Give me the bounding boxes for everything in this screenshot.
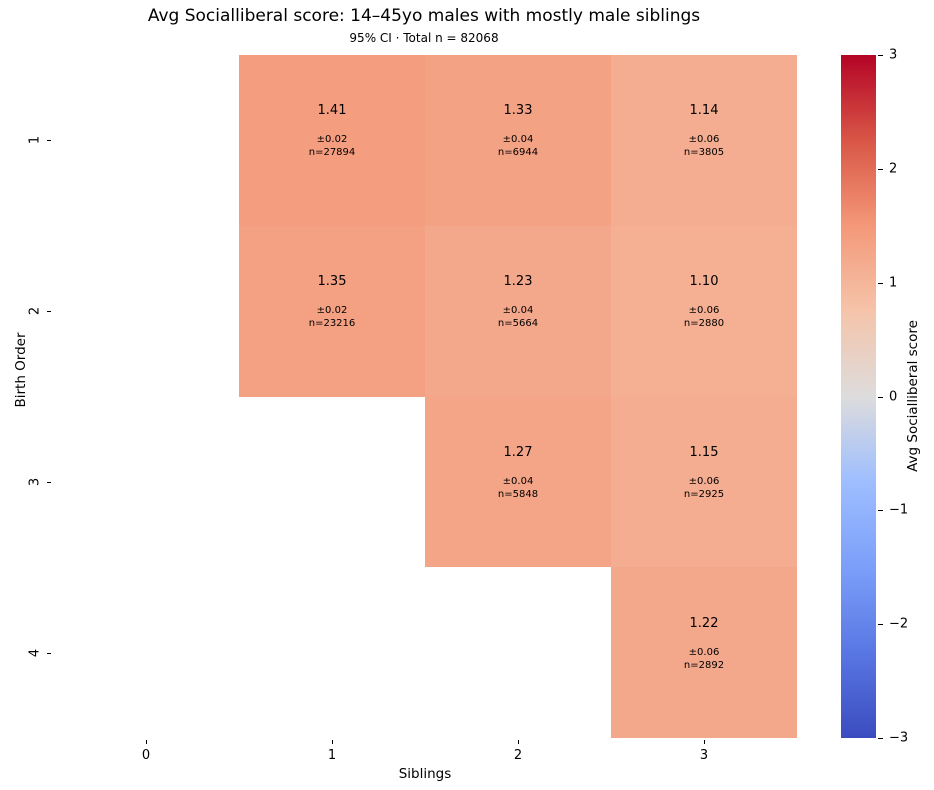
cell-n: n=5848 [497,488,539,500]
colorbar-tick-label: 0 [889,389,898,404]
y-tick-label: 3 [27,477,43,487]
x-tick-mark [332,740,333,744]
cell-annotation: 1.10 ±0.06 n=2880 [684,274,724,330]
cell-ci: ±0.06 [688,134,720,146]
x-tick-label: 2 [513,748,523,763]
cell-ci: ±0.04 [502,475,534,487]
heatmap-cell: 1.27 ±0.04 n=5848 [425,396,611,568]
colorbar-tick-mark [878,55,883,56]
cell-n: n=2892 [683,659,725,671]
x-tick-mark [704,740,705,744]
colorbar-gradient [841,55,876,738]
heatmap-cell: 1.10 ±0.06 n=2880 [611,225,797,397]
cell-value: 1.35 [317,274,347,290]
cell-n: n=2925 [683,488,725,500]
cell-value: 1.23 [503,274,533,290]
colorbar-tick-mark [878,168,883,170]
colorbar-tick-label: −2 [889,616,909,632]
cell-ci: ±0.04 [502,305,534,317]
colorbar-tick-mark [878,510,883,512]
cell-ci: ±0.06 [688,646,720,658]
cell-ci: ±0.04 [502,134,534,146]
cell-value: 1.10 [689,274,719,290]
cell-n: n=5664 [497,318,539,330]
cell-value: 1.33 [503,103,533,119]
cell-annotation: 1.23 ±0.04 n=5664 [498,274,538,330]
cell-annotation: 1.14 ±0.06 n=3805 [684,103,724,159]
x-tick-mark [146,740,147,744]
colorbar-tick-mark [878,396,883,398]
colorbar-tick-label: −3 [889,730,909,746]
colorbar-tick-label: 1 [889,275,898,291]
colorbar-tick-label: 2 [889,161,898,177]
cell-annotation: 1.41 ±0.02 n=27894 [309,103,356,159]
cell-value: 1.27 [503,444,533,460]
cell-annotation: 1.22 ±0.06 n=2892 [684,616,724,672]
colorbar-tick-mark [878,738,883,739]
heatmap-cell: 1.41 ±0.02 n=27894 [239,55,425,226]
cell-ci: ±0.02 [316,134,348,146]
y-tick-label: 4 [27,648,43,657]
heatmap-cell: 1.35 ±0.02 n=23216 [239,225,425,397]
cell-value: 1.41 [317,103,347,119]
colorbar: 3 2 1 0 −1 −2 −3 [841,48,908,746]
y-tick-mark [47,311,51,313]
cell-annotation: 1.27 ±0.04 n=5848 [498,445,538,501]
heatmap-cell: 1.14 ±0.06 n=3805 [611,55,797,226]
cell-n: n=6944 [497,147,539,159]
colorbar-tick-label: −1 [889,502,909,518]
cell-value: 1.15 [689,444,719,460]
heatmap-cell: 1.22 ±0.06 n=2892 [611,567,797,738]
colorbar-label: Avg Socialliberal score [905,320,921,472]
heatmap-plot: 1.41 ±0.02 n=27894 1.33 ±0.04 n=6944 1.14 ±0.06… [28,55,797,782]
x-axis-label: Siblings [398,766,452,782]
colorbar-tick-label: 3 [889,47,898,63]
y-axis-label: Birth Order [13,332,29,408]
cell-value: 1.14 [689,103,719,119]
cell-annotation: 1.15 ±0.06 n=2925 [684,445,724,501]
colorbar-tick-mark [878,624,883,626]
x-tick-label: 0 [141,748,151,763]
heatmap-cell: 1.15 ±0.06 n=2925 [611,396,797,568]
cell-ci: ±0.06 [688,305,720,317]
x-tick-mark [518,740,519,744]
heatmap-cell: 1.23 ±0.04 n=5664 [425,225,611,397]
y-tick-label: 1 [27,136,43,145]
cell-n: n=2880 [683,318,725,330]
chart-title: Avg Socialliberal score: 14–45yo males w… [147,6,701,26]
cell-annotation: 1.33 ±0.04 n=6944 [498,103,538,159]
cell-n: n=23216 [308,318,356,330]
y-tick-mark [47,140,51,142]
chart-subtitle: 95% CI · Total n = 82068 [349,31,499,45]
cell-annotation: 1.35 ±0.02 n=23216 [309,274,356,330]
heatmap-cell: 1.33 ±0.04 n=6944 [425,55,611,226]
x-tick-label: 1 [327,748,337,763]
y-tick-mark [47,481,51,483]
cell-n: n=3805 [683,147,725,159]
x-tick-label: 3 [699,748,709,763]
cell-ci: ±0.02 [316,305,348,317]
colorbar-tick-mark [878,282,883,284]
cell-value: 1.22 [689,615,719,631]
y-tick-label: 2 [27,306,43,316]
cell-ci: ±0.06 [688,475,720,487]
y-tick-mark [47,652,51,654]
cell-n: n=27894 [308,147,356,159]
